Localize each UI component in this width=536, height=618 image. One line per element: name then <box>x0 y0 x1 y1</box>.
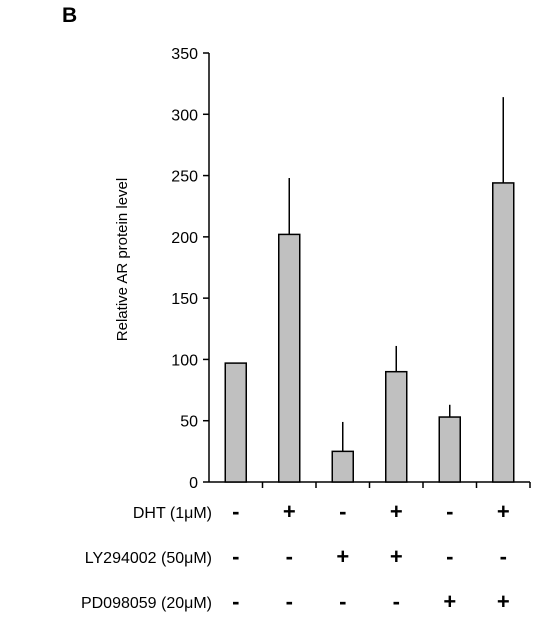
bar-1 <box>224 362 247 483</box>
y-tick-label: 250 <box>171 169 198 186</box>
treatment-table: DHT (1μM) - + - + - + LY294002 (50μM) - - + + - - PD09… <box>81 499 510 614</box>
y-tick-label: 50 <box>180 414 198 431</box>
bar-6 <box>492 182 515 483</box>
plus-sign: + <box>497 499 510 524</box>
plus-sign: + <box>390 544 403 569</box>
y-tick-label: 300 <box>171 107 198 124</box>
plus-sign: + <box>443 589 456 614</box>
treatment-label: PD098059 (20μM) <box>81 595 212 612</box>
y-tick-label: 0 <box>189 475 198 492</box>
minus-sign: - <box>286 589 293 614</box>
bar-5 <box>438 416 461 483</box>
minus-sign: - <box>446 499 453 524</box>
bars <box>224 97 515 483</box>
y-tick-label: 150 <box>171 291 198 308</box>
treatment-label: LY294002 (50μM) <box>85 550 212 567</box>
plus-sign: + <box>283 499 296 524</box>
minus-sign: - <box>232 589 239 614</box>
minus-sign: - <box>232 544 239 569</box>
minus-sign: - <box>393 589 400 614</box>
y-tick-label: 100 <box>171 352 198 369</box>
panel-letter: B <box>62 4 78 27</box>
x-axis <box>209 481 531 488</box>
y-tick-label: 350 <box>171 46 198 63</box>
minus-sign: - <box>339 499 346 524</box>
bar-4 <box>385 370 408 483</box>
minus-sign: - <box>232 499 239 524</box>
bar-2 <box>278 233 301 483</box>
y-axis-label: Relative AR protein level <box>114 178 131 341</box>
plus-sign: + <box>497 589 510 614</box>
treatment-label: DHT (1μM) <box>133 505 212 522</box>
minus-sign: - <box>286 544 293 569</box>
minus-sign: - <box>446 544 453 569</box>
bar-3 <box>331 450 354 483</box>
plus-sign: + <box>390 499 403 524</box>
y-tick-label: 200 <box>171 230 198 247</box>
minus-sign: - <box>500 544 507 569</box>
y-axis: 0 50 100 150 200 250 300 350 Relative AR protein… <box>114 46 210 492</box>
minus-sign: - <box>339 589 346 614</box>
plus-sign: + <box>336 544 349 569</box>
